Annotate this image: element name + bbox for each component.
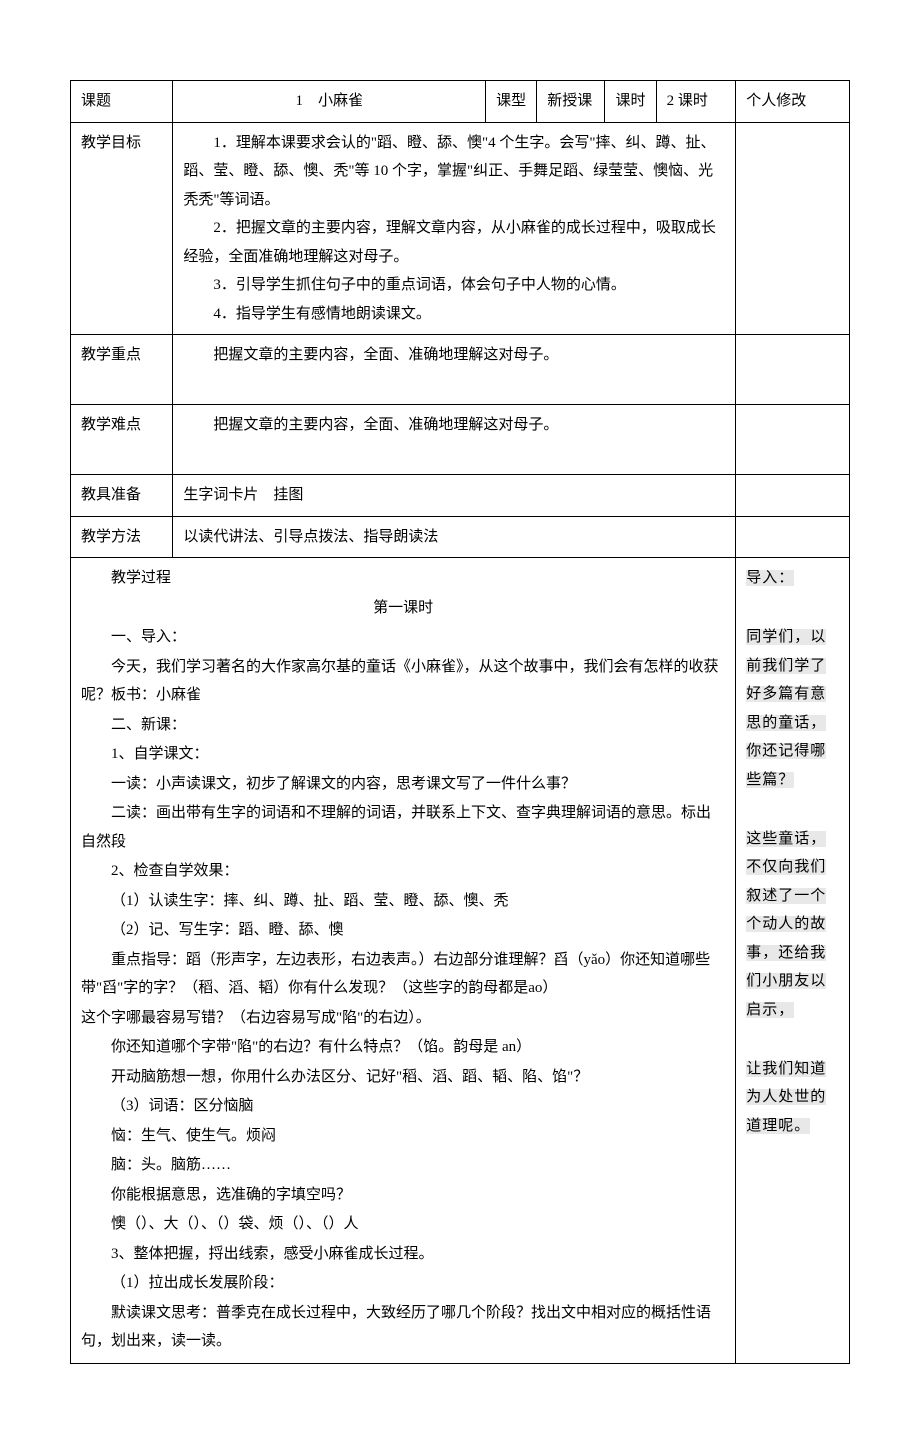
methods-content: 以读代讲法、引导点拨法、指导朗读法 [173,516,736,558]
keypoint-text: 把握文章的主要内容，全面、准确地理解这对母子。 [183,341,725,370]
check-1: （1）认读生字：摔、纠、蹲、扯、蹈、莹、瞪、舔、懊、秃 [81,887,725,916]
notes-content: 导入： 同学们，以前我们学了好多篇有意思的童话，你还记得哪些篇？ 这些童话，不仅… [736,558,850,1364]
label-difficulty: 教学难点 [71,405,173,475]
check-2: （2）记、写生字：蹈、瞪、舔、懊 [81,916,725,945]
note-4: 让我们知道为人处世的道理呢。 [746,1055,839,1141]
keypoint-content: 把握文章的主要内容，全面、准确地理解这对母子。 [173,335,736,405]
xian-char: 你还知道哪个字带"陷"的右边？有什么特点？（馅。韵母是 an） [81,1033,725,1062]
note-1-text: 导入： [746,570,794,586]
label-topic: 课题 [71,81,173,123]
lesson-plan-table: 课题 1 小麻雀 课型 新授课 课时 2 课时 个人修改 教学目标 1．理解本课… [70,80,850,1364]
goal-2: 2．把握文章的主要内容，理解文章内容，从小麻雀的成长过程中，吸取成长经验，全面准… [183,214,725,271]
label-period: 课时 [605,81,656,123]
note-3: 这些童话，不仅向我们叙述了一个个动人的故事，还给我们小朋友以启示， [746,825,839,1025]
tools-content: 生字词卡片 挂图 [173,475,736,517]
nao-1: 恼：生气、使生气。烦闷 [81,1122,725,1151]
words-distinguish: （3）词语：区分恼脑 [81,1092,725,1121]
note-2: 同学们，以前我们学了好多篇有意思的童话，你还记得哪些篇？ [746,623,839,794]
table-row: 教学难点 把握文章的主要内容，全面、准确地理解这对母子。 [71,405,850,475]
process-label: 教学过程 [81,564,725,593]
intro-text: 今天，我们学习著名的大作家高尔基的童话《小麻雀》，从这个故事中，我们会有怎样的收… [81,653,725,710]
fill-question: 你能根据意思，选准确的字填空吗？ [81,1181,725,1210]
label-methods: 教学方法 [71,516,173,558]
label-tools: 教具准备 [71,475,173,517]
silent-read: 默读课文思考：普季克在成长过程中，大致经历了哪几个阶段？找出文中相对应的概括性语… [81,1299,725,1356]
read-1: 一读：小声读课文，初步了解课文的内容，思考课文写了一件什么事？ [81,770,725,799]
brain-think: 开动脑筋想一想，你用什么办法区分、记好"稻、滔、蹈、韬、陷、馅"？ [81,1063,725,1092]
overall-label: 3、整体把握，捋出线索，感受小麻雀成长过程。 [81,1240,725,1269]
note-4-text: 让我们知道为人处世的道理呢。 [746,1061,826,1134]
lesson-title: 1 小麻雀 [173,81,486,123]
note-1: 导入： [746,564,839,593]
note-2-text: 同学们，以前我们学了好多篇有意思的童话，你还记得哪些篇？ [746,629,826,788]
label-type: 课型 [486,81,537,123]
goal-3: 3．引导学生抓住句子中的重点词语，体会句子中人物的心情。 [183,271,725,300]
nao-2: 脑：头。脑筋…… [81,1151,725,1180]
value-type: 新授课 [537,81,605,123]
table-row: 教学过程 第一课时 一、导入： 今天，我们学习著名的大作家高尔基的童话《小麻雀》… [71,558,850,1364]
focus-guide: 重点指导：蹈（形声字，左边表形，右边表声。）右边部分谁理解？舀（yǎo）你还知道… [81,946,725,1003]
notes-empty [736,335,850,405]
difficulty-content: 把握文章的主要内容，全面、准确地理解这对母子。 [173,405,736,475]
notes-empty [736,405,850,475]
selfstudy-label: 1、自学课文： [81,740,725,769]
goals-content: 1．理解本课要求会认的"蹈、瞪、舔、懊"4 个生字。会写"摔、纠、蹲、扯、蹈、莹… [173,122,736,335]
check-label: 2、检查自学效果： [81,857,725,886]
difficulty-text: 把握文章的主要内容，全面、准确地理解这对母子。 [183,411,725,440]
stage-label: （1）拉出成长发展阶段： [81,1269,725,1298]
table-row: 教学目标 1．理解本课要求会认的"蹈、瞪、舔、懊"4 个生字。会写"摔、纠、蹲、… [71,122,850,335]
section-new: 二、新课： [81,711,725,740]
fill-blanks: 懊（）、大（）、（）袋、烦（）、（）人 [81,1210,725,1239]
lesson-subtitle: 第一课时 [81,594,725,623]
label-notes: 个人修改 [736,81,850,123]
table-row: 教学重点 把握文章的主要内容，全面、准确地理解这对母子。 [71,335,850,405]
goal-4: 4．指导学生有感情地朗读课文。 [183,300,725,329]
table-row: 教学方法 以读代讲法、引导点拨法、指导朗读法 [71,516,850,558]
label-keypoint: 教学重点 [71,335,173,405]
notes-empty [736,122,850,335]
table-row: 课题 1 小麻雀 课型 新授课 课时 2 课时 个人修改 [71,81,850,123]
table-row: 教具准备 生字词卡片 挂图 [71,475,850,517]
goal-1: 1．理解本课要求会认的"蹈、瞪、舔、懊"4 个生字。会写"摔、纠、蹲、扯、蹈、莹… [183,129,725,215]
notes-empty [736,475,850,517]
process-content: 教学过程 第一课时 一、导入： 今天，我们学习著名的大作家高尔基的童话《小麻雀》… [71,558,736,1364]
wrong-write: 这个字哪最容易写错？（右边容易写成"陷"的右边）。 [81,1004,725,1033]
label-goals: 教学目标 [71,122,173,335]
notes-empty [736,516,850,558]
note-3-text: 这些童话，不仅向我们叙述了一个个动人的故事，还给我们小朋友以启示， [746,831,826,1018]
value-period: 2 课时 [656,81,736,123]
read-2: 二读：画出带有生字的词语和不理解的词语，并联系上下文、查字典理解词语的意思。标出… [81,799,725,856]
section-intro: 一、导入： [81,623,725,652]
